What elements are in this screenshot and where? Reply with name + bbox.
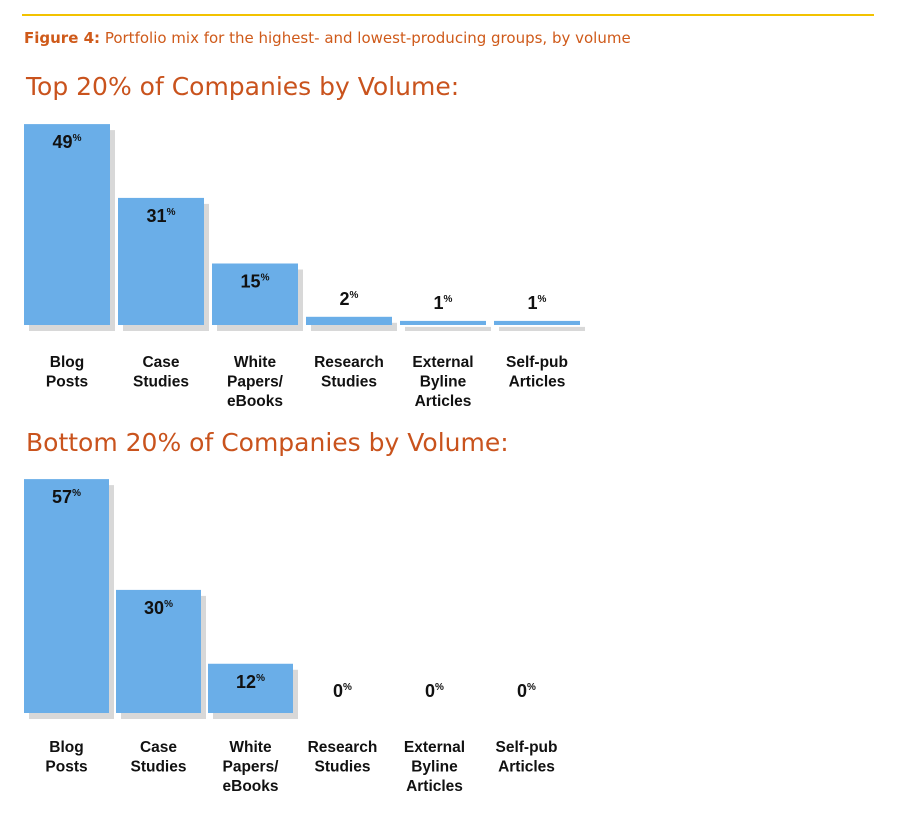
top-bar-blog-posts [24,124,110,325]
bottom-companies-chart: 57% Blog Posts 30% Case Studies 12% White Papers… [24,479,558,795]
top-bar-external-byline [400,320,486,325]
top-value-white-papers: 15% [241,272,270,292]
bottom-value-external-byline: 0% [425,681,444,701]
top-bar-shadow-research-studies [311,322,397,331]
bottom-category-self-pub: Self-pub Articles [496,739,558,776]
top-category-white-papers: White Papers/eBooks [227,354,284,410]
top-bar-shadow-self-pub [499,326,585,331]
bottom-value-self-pub: 0% [517,681,536,701]
bottom-value-research-studies: 0% [333,681,352,701]
figure-label: Figure 4: [24,29,101,47]
top-companies-chart: 49% Blog Posts 31% Case Studies 15% White Papers… [24,124,585,410]
top-value-case-studies: 31% [147,206,176,226]
top-value-blog-posts: 49% [53,132,82,152]
bottom-value-white-papers: 12% [236,672,265,692]
top-rule [22,14,874,16]
top-bar-self-pub [494,320,580,325]
top-bar-shadow-external-byline [405,326,491,331]
top-bar-research-studies [306,316,392,325]
top-category-case-studies: Case Studies [133,354,189,391]
bottom-category-white-papers: White Papers/eBooks [222,739,279,795]
bottom-category-research-studies: Research Studies [308,739,378,776]
bottom-category-case-studies: Case Studies [131,739,187,776]
top-category-research-studies: Research Studies [314,354,384,391]
bottom-value-blog-posts: 57% [52,487,81,507]
bottom-chart-title: Bottom 20% of Companies by Volume: [26,428,509,457]
bottom-bar-blog-posts [24,479,109,713]
top-value-research-studies: 2% [340,289,359,309]
top-bar-case-studies [118,197,204,325]
figure-caption: Figure 4: Portfolio mix for the highest-… [24,29,631,47]
top-value-self-pub: 1% [528,293,547,313]
top-category-blog-posts: Blog Posts [46,354,88,391]
top-value-external-byline: 1% [434,293,453,313]
top-bar-white-papers [212,263,298,325]
bottom-category-blog-posts: Blog Posts [45,739,87,776]
bottom-category-external-byline: External Byline Articles [404,739,465,795]
top-chart-title: Top 20% of Companies by Volume: [26,72,460,101]
figure-caption-text: Portfolio mix for the highest- and lowes… [104,29,631,47]
bottom-bar-case-studies [116,589,201,713]
bottom-value-case-studies: 30% [144,598,173,618]
top-category-external-byline: External Byline Articles [412,354,473,410]
top-category-self-pub: Self-pub Articles [506,354,568,391]
bottom-bar-white-papers [208,663,293,713]
